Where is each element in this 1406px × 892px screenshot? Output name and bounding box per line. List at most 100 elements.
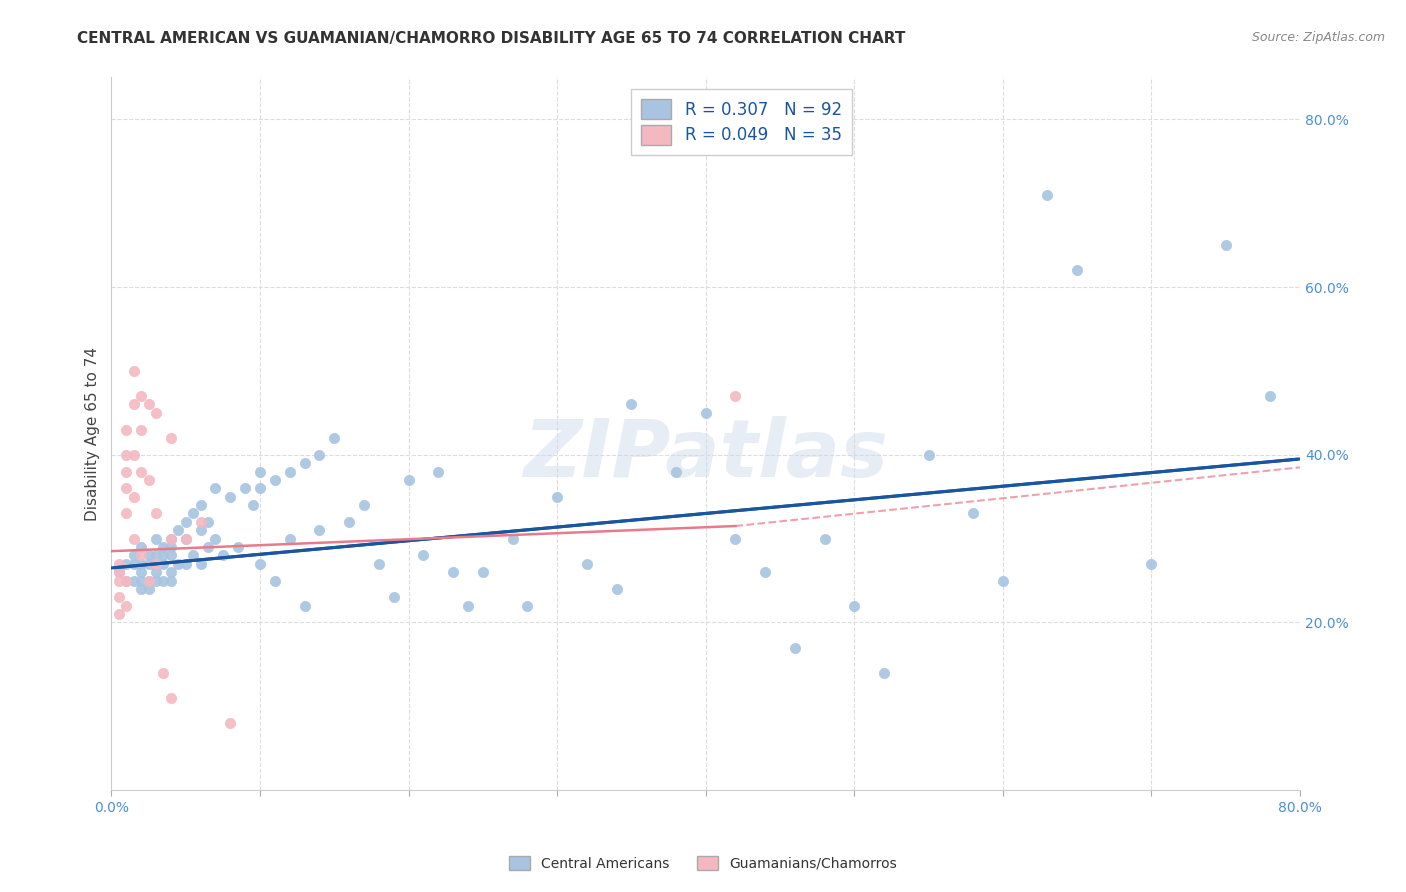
Point	[138, 397, 160, 411]
Point	[724, 532, 747, 546]
Point	[115, 423, 138, 437]
Point	[242, 498, 264, 512]
Point	[145, 507, 167, 521]
Point	[160, 532, 183, 546]
Point	[160, 532, 183, 546]
Point	[152, 540, 174, 554]
Point	[122, 364, 145, 378]
Point	[138, 549, 160, 563]
Point	[754, 565, 776, 579]
Point	[122, 532, 145, 546]
Point	[160, 690, 183, 705]
Point	[606, 582, 628, 596]
Point	[190, 515, 212, 529]
Point	[145, 565, 167, 579]
Point	[219, 490, 242, 504]
Point	[620, 397, 643, 411]
Point	[190, 557, 212, 571]
Point	[367, 557, 389, 571]
Point	[129, 574, 152, 588]
Point	[197, 515, 219, 529]
Point	[211, 549, 233, 563]
Point	[160, 574, 183, 588]
Point	[695, 406, 717, 420]
Point	[917, 448, 939, 462]
Point	[813, 532, 835, 546]
Point	[145, 532, 167, 546]
Point	[398, 473, 420, 487]
Point	[249, 465, 271, 479]
Point	[427, 465, 450, 479]
Point	[160, 549, 183, 563]
Point	[502, 532, 524, 546]
Point	[129, 582, 152, 596]
Legend: Central Americans, Guamanians/Chamorros: Central Americans, Guamanians/Chamorros	[503, 850, 903, 876]
Point	[138, 582, 160, 596]
Point	[546, 490, 568, 504]
Point	[122, 557, 145, 571]
Text: Source: ZipAtlas.com: Source: ZipAtlas.com	[1251, 31, 1385, 45]
Point	[412, 549, 434, 563]
Point	[1260, 389, 1282, 403]
Point	[115, 557, 138, 571]
Point	[122, 397, 145, 411]
Point	[145, 406, 167, 420]
Point	[145, 557, 167, 571]
Point	[516, 599, 538, 613]
Point	[1066, 263, 1088, 277]
Point	[471, 565, 494, 579]
Point	[108, 557, 131, 571]
Point	[308, 523, 330, 537]
Point	[294, 456, 316, 470]
Point	[115, 465, 138, 479]
Point	[174, 532, 197, 546]
Point	[167, 523, 190, 537]
Point	[138, 574, 160, 588]
Point	[160, 540, 183, 554]
Point	[129, 549, 152, 563]
Point	[353, 498, 375, 512]
Point	[167, 557, 190, 571]
Point	[844, 599, 866, 613]
Point	[323, 431, 346, 445]
Point	[152, 665, 174, 680]
Point	[108, 591, 131, 605]
Point	[115, 574, 138, 588]
Point	[181, 549, 204, 563]
Point	[219, 716, 242, 731]
Text: CENTRAL AMERICAN VS GUAMANIAN/CHAMORRO DISABILITY AGE 65 TO 74 CORRELATION CHART: CENTRAL AMERICAN VS GUAMANIAN/CHAMORRO D…	[77, 31, 905, 46]
Point	[138, 473, 160, 487]
Point	[129, 540, 152, 554]
Point	[122, 448, 145, 462]
Point	[108, 565, 131, 579]
Point	[115, 507, 138, 521]
Point	[226, 540, 249, 554]
Point	[115, 574, 138, 588]
Point	[204, 481, 226, 495]
Point	[263, 574, 285, 588]
Point	[457, 599, 479, 613]
Point	[197, 540, 219, 554]
Point	[575, 557, 598, 571]
Point	[263, 473, 285, 487]
Point	[160, 565, 183, 579]
Point	[115, 481, 138, 495]
Legend: R = 0.307   N = 92, R = 0.049   N = 35: R = 0.307 N = 92, R = 0.049 N = 35	[631, 89, 852, 154]
Text: ZIPatlas: ZIPatlas	[523, 417, 889, 494]
Point	[204, 532, 226, 546]
Point	[129, 423, 152, 437]
Point	[233, 481, 256, 495]
Point	[441, 565, 464, 579]
Point	[145, 549, 167, 563]
Point	[174, 557, 197, 571]
Point	[174, 532, 197, 546]
Point	[122, 490, 145, 504]
Point	[115, 599, 138, 613]
Point	[129, 565, 152, 579]
Point	[783, 640, 806, 655]
Point	[724, 389, 747, 403]
Point	[145, 574, 167, 588]
Point	[152, 549, 174, 563]
Point	[122, 574, 145, 588]
Point	[138, 557, 160, 571]
